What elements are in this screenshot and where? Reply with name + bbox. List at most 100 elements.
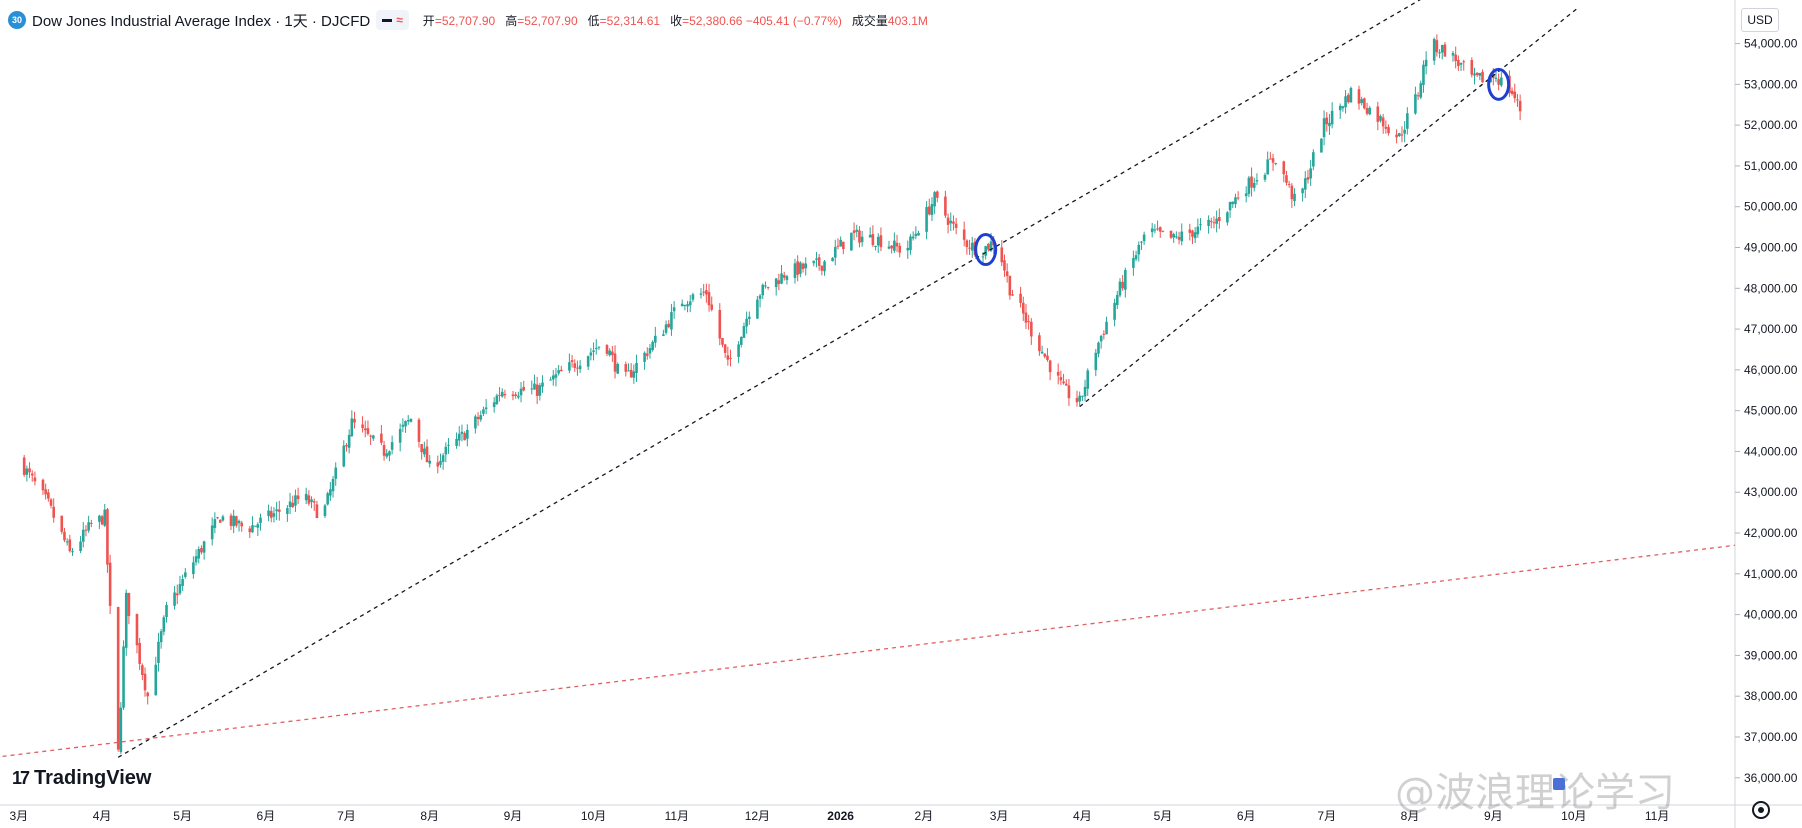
header-toggle-button[interactable]: ≈: [376, 10, 409, 30]
candle-body: [1328, 122, 1331, 127]
candle-body: [398, 429, 402, 443]
candle-body: [1368, 107, 1372, 115]
currency-selector[interactable]: USD: [1741, 8, 1779, 32]
candle-body: [729, 357, 732, 359]
y-tick-label: 54,000.00: [1744, 37, 1798, 51]
x-tick-label: 3月: [990, 809, 1009, 823]
candle-body: [925, 207, 928, 232]
y-tick-label: 47,000.00: [1744, 322, 1798, 336]
candle-body: [307, 495, 311, 504]
candle-body: [1115, 295, 1119, 306]
symbol-title[interactable]: Dow Jones Industrial Average Index · 1天 …: [32, 12, 371, 30]
candle-body: [1142, 234, 1146, 242]
candle-body: [1102, 333, 1106, 335]
candle-body: [498, 394, 501, 396]
candle-body: [108, 562, 112, 606]
candle-body: [756, 299, 759, 319]
candle-body: [710, 304, 714, 310]
long-support-line: [0, 544, 1736, 758]
y-tick-label: 52,000.00: [1744, 118, 1798, 132]
candle-body: [1470, 60, 1474, 75]
candle-body: [1003, 260, 1006, 271]
candle-body: [1435, 40, 1439, 53]
candle-body: [1282, 161, 1286, 175]
candle-body: [347, 434, 351, 448]
candle-body: [60, 515, 64, 532]
candle-body: [1301, 188, 1304, 194]
candle-body: [1086, 370, 1090, 389]
candle-body: [823, 261, 826, 272]
candle-body: [269, 510, 273, 518]
candle-body: [1510, 90, 1514, 94]
y-tick-label: 44,000.00: [1744, 444, 1798, 458]
candle-body: [764, 285, 767, 287]
candle-body: [361, 424, 364, 429]
candle-body: [890, 245, 893, 249]
candle-body: [538, 385, 542, 396]
candle-body: [1099, 335, 1103, 342]
x-tick-label: 3月: [9, 809, 28, 823]
candle-body: [1113, 302, 1116, 320]
candle-body: [766, 286, 770, 288]
candle-body: [702, 291, 705, 293]
settings-icon[interactable]: [1752, 801, 1770, 819]
candle-body: [774, 278, 778, 288]
candle-body: [1005, 271, 1009, 277]
candle-body: [278, 509, 281, 512]
candle-body: [944, 196, 947, 216]
ohlc-readout: 开=52,707.90 高=52,707.90 低=52,314.61 收=52…: [423, 12, 928, 29]
y-tick-label: 46,000.00: [1744, 363, 1798, 377]
candle-body: [930, 204, 934, 216]
candle-body: [1432, 39, 1436, 61]
candle-body: [1121, 281, 1124, 289]
candle-body: [1387, 127, 1390, 134]
candle-body: [103, 509, 107, 526]
low-value: =52,314.61: [599, 13, 661, 28]
candle-body: [742, 326, 746, 338]
candle-body: [989, 241, 993, 251]
candle-body: [495, 395, 499, 404]
candle-body: [793, 263, 797, 278]
candle-body: [154, 664, 158, 696]
candle-body: [651, 341, 654, 351]
candle-body: [852, 230, 856, 233]
minus-icon: [382, 18, 393, 22]
x-tick-label: 5月: [173, 809, 192, 823]
candle-body: [635, 362, 638, 374]
candle-body: [1454, 54, 1457, 62]
candle-body: [213, 519, 217, 528]
candle-body: [1357, 89, 1361, 104]
candle-body: [221, 516, 225, 521]
candle-body: [1140, 241, 1143, 243]
candle-body: [143, 673, 147, 691]
event-flag-icon[interactable]: [1553, 778, 1565, 790]
candle-body: [611, 351, 614, 356]
symbol-badge[interactable]: 30: [8, 11, 26, 29]
candle-body: [291, 502, 295, 508]
candle-body: [369, 435, 372, 437]
candle-body: [1040, 351, 1044, 354]
breakdown-ellipse-1: [974, 233, 998, 267]
candle-body: [917, 232, 920, 236]
candle-body: [680, 303, 684, 307]
candle-body: [157, 641, 160, 663]
candle-body: [1306, 177, 1310, 180]
candle-body: [672, 307, 676, 312]
x-tick-label: 2月: [915, 809, 934, 823]
candle-body: [1312, 152, 1315, 167]
candle-body: [530, 388, 534, 390]
candle-body: [165, 605, 168, 618]
candle-body: [484, 407, 488, 410]
candle-body: [616, 363, 620, 374]
y-tick-label: 43,000.00: [1744, 485, 1798, 499]
candle-body: [1363, 98, 1366, 109]
candle-body: [84, 529, 88, 531]
candle-body: [1132, 258, 1135, 268]
candle-body: [1349, 87, 1353, 103]
candle-body: [868, 234, 872, 238]
candle-body: [1341, 106, 1345, 109]
low-label: 低: [587, 13, 600, 28]
candle-body: [200, 547, 203, 553]
tradingview-logo[interactable]: 17 TradingView: [12, 767, 151, 790]
